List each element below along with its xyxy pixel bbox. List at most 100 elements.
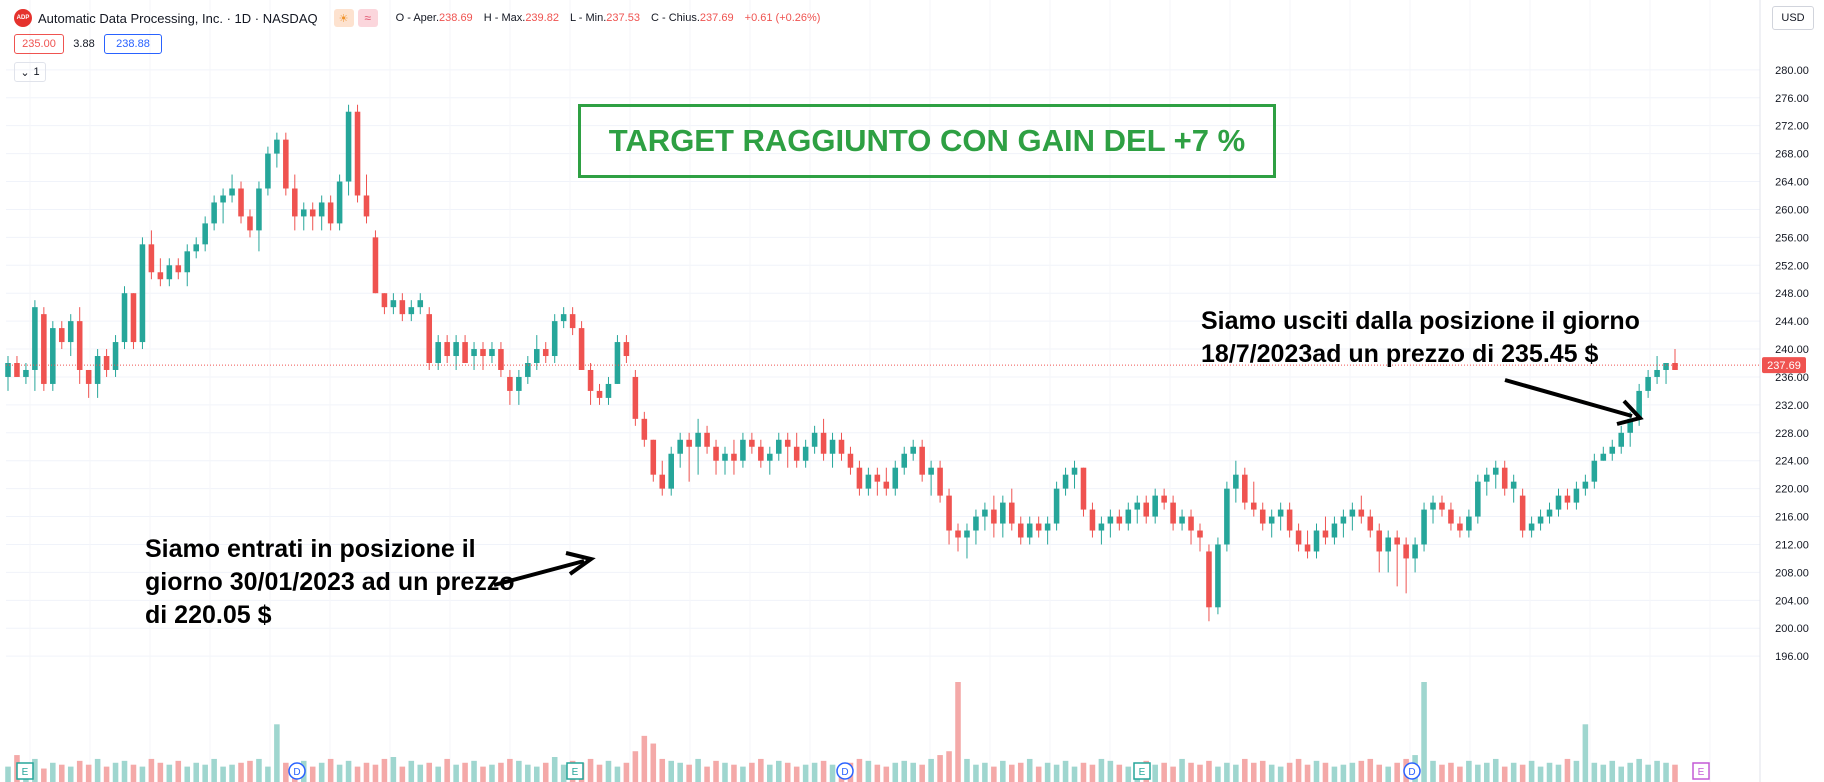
- candle-body: [1546, 509, 1553, 517]
- volume-bar: [551, 757, 558, 782]
- event-marker-label: E: [1139, 767, 1146, 778]
- candle-body: [327, 202, 334, 224]
- volume-bar: [1519, 764, 1526, 782]
- candle-body: [435, 342, 441, 363]
- volume-bar: [749, 762, 755, 782]
- last-price-text: 237.69: [1767, 360, 1801, 372]
- volume-bar: [740, 766, 746, 782]
- currency-selector[interactable]: USD: [1772, 6, 1814, 30]
- volume-bar: [1170, 766, 1176, 782]
- wave-icon[interactable]: ≈: [357, 9, 378, 27]
- volume-bar: [229, 764, 235, 782]
- candle-body: [1591, 460, 1598, 482]
- volume-bar: [1492, 758, 1499, 782]
- dividend-icon: [1403, 762, 1421, 780]
- candle-body: [1573, 488, 1580, 503]
- volume-bar: [1071, 766, 1078, 782]
- candle-body: [32, 307, 38, 370]
- candle-body: [578, 328, 585, 370]
- candle-body: [551, 321, 558, 357]
- candle-body: [1143, 502, 1149, 517]
- volume-bar: [1233, 764, 1239, 782]
- last-price-label: 237.69: [1762, 357, 1806, 374]
- candle-body: [1403, 544, 1409, 559]
- candle-body: [14, 363, 20, 377]
- volume-bar: [982, 762, 988, 782]
- candle-body: [1017, 523, 1024, 538]
- symbol-title[interactable]: Automatic Data Processing, Inc. · 1D · N…: [38, 10, 318, 26]
- volume-bar: [5, 766, 11, 782]
- volume-bar: [1466, 760, 1472, 782]
- candle-body: [973, 516, 979, 531]
- candle-body: [1609, 446, 1616, 454]
- volume-bar: [1340, 764, 1347, 782]
- grid-lines: [6, 0, 1760, 782]
- candle-body: [525, 363, 531, 377]
- candle-body: [220, 195, 226, 203]
- candle-body: [103, 356, 110, 370]
- candle-body: [1412, 544, 1418, 559]
- price-axis-ticks: 196.00 200.00 204.00 208.00 212.00 216.00 220.…: [1775, 65, 1809, 663]
- volume-bar: [130, 764, 137, 782]
- volume-bar: [1080, 762, 1087, 782]
- volume-bar: [1421, 682, 1427, 782]
- candle-body: [731, 453, 737, 461]
- volume-bar: [1654, 760, 1660, 782]
- volume-bar: [1627, 762, 1633, 782]
- candle-body: [372, 237, 379, 294]
- candle-body: [256, 188, 262, 231]
- candle-body: [1062, 474, 1069, 489]
- event-marker-label: D: [1408, 767, 1415, 778]
- ask-price-button[interactable]: 238.88: [104, 34, 162, 54]
- volume-bar: [1484, 762, 1490, 782]
- candle-body: [1582, 481, 1589, 489]
- volume-bar: [41, 768, 47, 782]
- candle-body: [1421, 509, 1427, 545]
- candle-body: [229, 188, 235, 196]
- candle-body: [300, 209, 307, 217]
- volume-bar: [1322, 762, 1329, 782]
- volume-bar: [516, 760, 522, 782]
- volume-bar: [1439, 764, 1445, 782]
- event-marker-label: E: [1698, 767, 1705, 778]
- y-tick-label: 248.00: [1775, 288, 1809, 300]
- candle-body: [874, 474, 881, 482]
- candle-body: [1304, 544, 1311, 552]
- dividend-icon: [836, 762, 854, 780]
- volume-bar: [1573, 760, 1580, 782]
- symbol-logo[interactable]: ADP: [14, 9, 32, 27]
- candle-body: [982, 509, 988, 517]
- volume-bar: [363, 762, 370, 782]
- candle-body: [426, 314, 433, 363]
- earnings-icon: [1692, 762, 1710, 780]
- bid-price-button[interactable]: 235.00: [14, 34, 64, 54]
- candle-body: [489, 349, 495, 357]
- candle-body: [354, 111, 361, 196]
- indicators-toggle[interactable]: ⌄ 1: [14, 62, 46, 82]
- volume-bar: [829, 764, 836, 782]
- candle-body: [1313, 530, 1320, 552]
- candle-body: [1286, 509, 1293, 531]
- sun-icon[interactable]: ☀: [333, 9, 354, 27]
- candle-body: [587, 369, 594, 391]
- volume-bar: [1618, 766, 1625, 782]
- candle-body: [1170, 502, 1176, 524]
- volume-bar: [793, 766, 800, 782]
- candle-body: [1268, 516, 1275, 524]
- candle-body: [758, 446, 764, 461]
- volume-bar: [148, 758, 155, 782]
- volume-bar: [1313, 760, 1320, 782]
- candle-body: [856, 467, 863, 489]
- candle-body: [847, 453, 854, 468]
- candle-body: [1484, 474, 1490, 482]
- y-tick-label: 264.00: [1775, 177, 1809, 189]
- candle-body: [41, 314, 47, 384]
- y-tick-label: 256.00: [1775, 232, 1809, 244]
- candle-body: [641, 418, 648, 440]
- volume-bar: [1555, 764, 1562, 782]
- y-tick-label: 216.00: [1775, 512, 1809, 524]
- candle-body: [1089, 509, 1096, 531]
- candle-body: [1394, 537, 1400, 545]
- earnings-icon: [566, 762, 584, 780]
